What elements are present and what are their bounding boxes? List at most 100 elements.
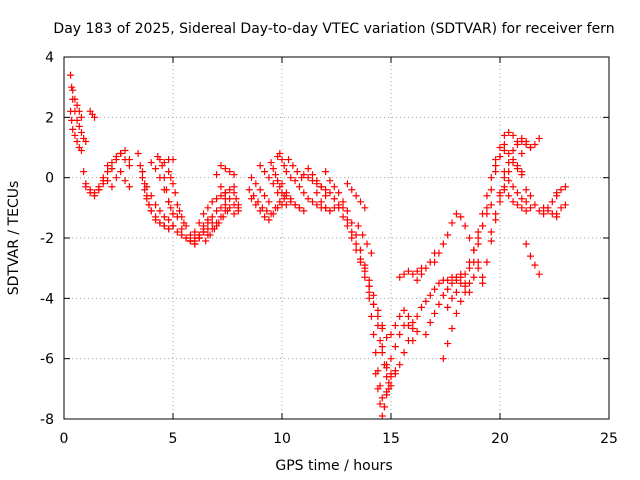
- chart-title: Day 183 of 2025, Sidereal Day-to-day VTE…: [53, 21, 614, 37]
- data-point: [165, 216, 173, 224]
- data-point: [156, 156, 164, 164]
- series-arc-50: [391, 312, 421, 378]
- series-arc-44: [354, 222, 375, 257]
- data-point: [348, 186, 356, 194]
- data-point: [99, 177, 107, 185]
- data-point: [210, 225, 218, 233]
- series-arc-7: [95, 150, 133, 194]
- data-point: [206, 231, 214, 239]
- data-point: [95, 186, 103, 194]
- data-point: [531, 201, 539, 209]
- data-point: [457, 213, 465, 221]
- data-point: [291, 201, 299, 209]
- data-point: [431, 285, 439, 293]
- data-point: [457, 297, 465, 305]
- data-point: [518, 171, 526, 179]
- data-point: [147, 192, 155, 200]
- data-point: [295, 183, 303, 191]
- data-point: [147, 207, 155, 215]
- data-point: [378, 343, 386, 351]
- x-tick-label: 15: [382, 431, 400, 447]
- data-point: [322, 192, 330, 200]
- data-point: [522, 140, 530, 148]
- data-point: [269, 165, 277, 173]
- data-point: [400, 270, 408, 278]
- data-point: [204, 204, 212, 212]
- data-point: [352, 231, 360, 239]
- data-point: [68, 83, 76, 91]
- data-point: [152, 165, 160, 173]
- series-arc-38: [313, 189, 343, 215]
- data-point: [396, 273, 404, 281]
- data-point: [487, 228, 495, 236]
- data-point: [343, 207, 351, 215]
- series-arc-69: [553, 183, 569, 197]
- data-point: [261, 213, 269, 221]
- data-point: [474, 234, 482, 242]
- data-point: [221, 165, 229, 173]
- data-point: [500, 174, 508, 182]
- x-tick-label: 0: [60, 431, 69, 447]
- x-tick-labels: 0 5 10 15 20 25: [60, 431, 618, 447]
- data-point: [492, 216, 500, 224]
- data-point: [400, 349, 408, 357]
- data-point: [77, 113, 85, 121]
- data-point: [263, 207, 271, 215]
- data-point: [553, 189, 561, 197]
- data-point: [330, 195, 338, 203]
- data-point: [426, 318, 434, 326]
- data-point: [313, 189, 321, 197]
- data-point: [82, 137, 90, 145]
- data-point: [361, 204, 369, 212]
- data-point: [378, 349, 386, 357]
- data-point: [309, 171, 317, 179]
- series-arc-5: [80, 162, 116, 197]
- data-point: [435, 300, 443, 308]
- data-point: [527, 192, 535, 200]
- series-arc-37: [304, 165, 330, 200]
- data-point: [173, 201, 181, 209]
- data-point: [370, 300, 378, 308]
- data-point: [396, 331, 404, 339]
- data-point: [356, 246, 364, 254]
- data-point: [217, 183, 225, 191]
- data-point: [431, 309, 439, 317]
- data-point: [104, 168, 112, 176]
- data-point: [215, 219, 223, 227]
- data-point: [348, 228, 356, 236]
- data-point: [422, 297, 430, 305]
- data-point: [278, 180, 286, 188]
- data-point: [439, 355, 447, 363]
- data-point: [444, 231, 452, 239]
- data-point: [80, 168, 88, 176]
- data-point: [522, 198, 530, 206]
- data-point: [343, 216, 351, 224]
- series-arc-70: [553, 201, 569, 218]
- data-point: [67, 107, 75, 115]
- data-point: [444, 285, 452, 293]
- data-point: [77, 128, 85, 136]
- data-point: [557, 186, 565, 194]
- data-point: [492, 162, 500, 170]
- data-point: [513, 189, 521, 197]
- data-point: [374, 312, 382, 320]
- data-point: [173, 213, 181, 221]
- data-point: [232, 195, 240, 203]
- data-point: [339, 204, 347, 212]
- y-tick-label: -8: [40, 412, 54, 428]
- series-arc-8: [108, 168, 133, 191]
- series-arc-15: [165, 168, 179, 197]
- series-arc-59: [470, 128, 526, 266]
- data-point: [376, 337, 384, 345]
- data-point: [121, 177, 129, 185]
- data-point: [461, 288, 469, 296]
- data-point: [339, 198, 347, 206]
- series-arc-27: [247, 195, 286, 224]
- data-point: [387, 331, 395, 339]
- data-point: [247, 174, 255, 182]
- data-point: [527, 144, 535, 151]
- data-point: [343, 180, 351, 188]
- data-point: [448, 294, 456, 302]
- data-point: [200, 210, 208, 218]
